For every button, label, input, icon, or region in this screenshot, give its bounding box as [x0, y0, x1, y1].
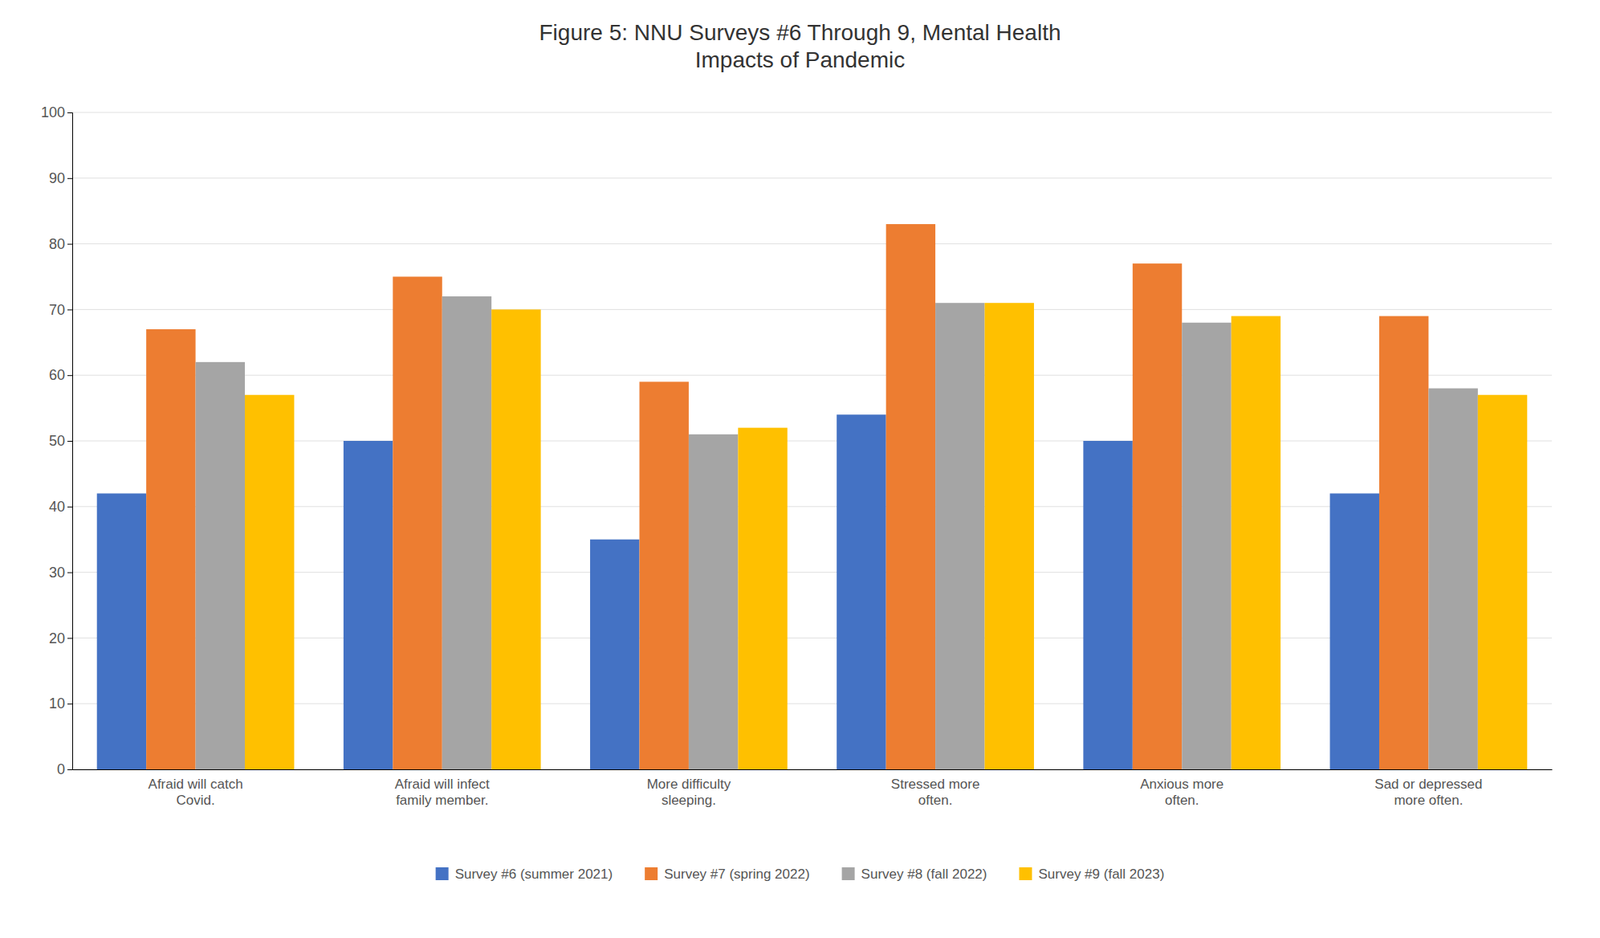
legend-item: Survey #6 (summer 2021)	[435, 866, 614, 882]
bar	[97, 492, 147, 770]
y-tick: 60	[48, 366, 73, 383]
bar	[1132, 263, 1182, 770]
bar-series	[244, 302, 1527, 770]
y-tick-mark	[67, 637, 73, 639]
bar	[244, 394, 294, 770]
y-tick-label: 40	[48, 498, 66, 515]
chart: Figure 5: NNU Surveys #6 Through 9, Ment…	[0, 0, 1600, 938]
bar	[491, 309, 541, 770]
grid-line	[72, 374, 1552, 376]
bar	[886, 223, 936, 770]
bar	[688, 434, 738, 770]
y-tick-label: 50	[48, 432, 66, 449]
x-tick: Sad or depressedmore often.	[1374, 776, 1482, 808]
legend-swatch	[644, 867, 658, 880]
y-tick-mark	[67, 506, 73, 508]
grid	[72, 112, 1552, 770]
y-tick: 0	[56, 761, 73, 778]
bar	[195, 362, 245, 770]
grid-line	[72, 177, 1552, 179]
y-tick-mark	[67, 572, 73, 574]
y-tick-mark	[67, 309, 73, 310]
y-tick-label: 90	[48, 170, 66, 187]
y-tick-label: 20	[48, 630, 66, 647]
plot-area: 0 10 20 30 40 50 60 70 80 90 100 Afraid will catchC…	[40, 104, 1553, 808]
y-tick-mark	[67, 440, 73, 442]
y-tick-label: 100	[40, 104, 66, 121]
y-tick: 100	[40, 104, 73, 121]
y-tick: 30	[48, 564, 73, 581]
x-axis-line	[73, 769, 1553, 770]
bar	[836, 414, 886, 770]
bar	[737, 427, 787, 770]
bars	[97, 223, 1528, 770]
y-tick: 70	[48, 301, 73, 318]
x-tick: Stressed moreoften.	[891, 776, 981, 808]
x-tick-label: Anxious moreoften.	[1139, 776, 1224, 808]
legend-swatch	[435, 867, 449, 880]
bar	[639, 381, 689, 770]
bar	[442, 296, 492, 770]
y-tick: 50	[48, 432, 73, 449]
bar	[1082, 440, 1132, 770]
x-tick-label: Afraid will catchCovid.	[148, 776, 244, 808]
legend: Survey #6 (summer 2021) Survey #7 (spring…	[435, 866, 1165, 882]
grid-line	[72, 112, 1552, 114]
bar	[985, 302, 1035, 770]
bar	[343, 440, 393, 770]
y-tick-mark	[67, 703, 73, 705]
legend-swatch	[1018, 867, 1032, 880]
x-tick-label: Afraid will infectfamily member.	[394, 776, 490, 808]
x-tick-label: Stressed moreoften.	[891, 776, 981, 808]
bar	[1330, 492, 1380, 770]
x-tick: Afraid will infectfamily member.	[394, 776, 490, 808]
legend-label: Survey #8 (fall 2022)	[861, 866, 988, 882]
y-tick-label: 0	[56, 761, 66, 778]
legend-label: Survey #6 (summer 2021)	[455, 866, 614, 882]
y-tick: 90	[48, 170, 73, 187]
bar	[1379, 316, 1429, 770]
y-tick: 10	[48, 695, 73, 712]
x-tick: Afraid will catchCovid.	[148, 776, 244, 808]
grid-line	[72, 243, 1552, 245]
legend-label: Survey #9 (fall 2023)	[1038, 866, 1165, 882]
legend-label: Survey #7 (spring 2022)	[663, 866, 810, 882]
bar-series	[146, 223, 1429, 770]
y-tick-label: 70	[48, 301, 66, 318]
x-tick-label: Sad or depressedmore often.	[1374, 776, 1482, 808]
bar	[146, 329, 196, 770]
bar	[590, 539, 640, 770]
bar	[935, 302, 985, 770]
legend-item: Survey #8 (fall 2022)	[842, 866, 988, 882]
bar	[1428, 388, 1478, 770]
title: Figure 5: NNU Surveys #6 Through 9, Ment…	[538, 20, 1061, 73]
y-tick-label: 60	[48, 366, 66, 383]
x-tick: More difficultysleeping.	[647, 776, 732, 808]
legend-item: Survey #9 (fall 2023)	[1018, 866, 1165, 882]
y-tick-mark	[67, 112, 73, 114]
bar	[1477, 394, 1527, 770]
legend-item: Survey #7 (spring 2022)	[644, 866, 810, 882]
y-tick-label: 30	[48, 564, 66, 581]
y-axis-line	[67, 113, 74, 770]
y-tick-mark	[67, 244, 73, 245]
y-tick-mark	[67, 769, 73, 770]
x-tick: Anxious moreoften.	[1139, 776, 1224, 808]
legend-swatch	[842, 867, 855, 880]
x-axis: Afraid will catchCovid. Afraid will infec…	[73, 769, 1553, 809]
y-tick-mark	[67, 374, 73, 376]
y-tick-label: 80	[48, 236, 66, 253]
y-tick-label: 10	[48, 695, 66, 712]
bar-series	[195, 296, 1478, 770]
y-tick-mark	[67, 178, 73, 180]
x-tick-label: More difficultysleeping.	[647, 776, 732, 808]
y-tick: 40	[48, 498, 73, 515]
y-axis: 0 10 20 30 40 50 60 70 80 90 100	[40, 104, 74, 778]
grid-line	[72, 309, 1552, 310]
bar	[1181, 322, 1231, 770]
y-tick: 20	[48, 630, 73, 647]
bar	[1231, 316, 1281, 770]
y-tick: 80	[48, 236, 73, 253]
bar	[392, 276, 442, 770]
